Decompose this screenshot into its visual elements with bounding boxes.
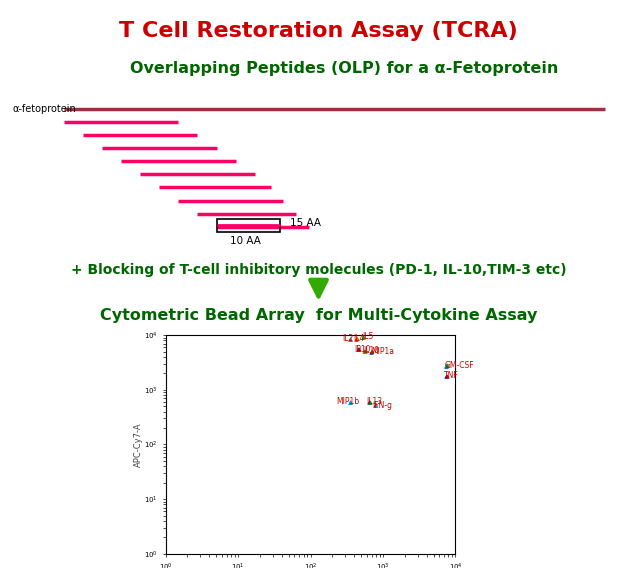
Point [441,371,452,381]
Text: IL10: IL10 [363,346,379,355]
Text: α-fetoprotein: α-fetoprotein [13,104,76,114]
Text: IFN-g: IFN-g [373,401,392,410]
Point [441,361,452,370]
Point [369,401,380,410]
Point [366,347,376,356]
Text: T Cell Restoration Assay (TCRA): T Cell Restoration Assay (TCRA) [119,21,518,41]
Point [360,346,370,355]
Point [358,332,368,341]
Text: 15 AA: 15 AA [290,218,321,228]
Text: IL2: IL2 [342,335,353,344]
Text: TNF: TNF [444,371,459,381]
Text: 10 AA: 10 AA [230,236,261,246]
Point [351,334,361,343]
Point [352,334,362,343]
Point [345,335,355,344]
Text: GM-CSF: GM-CSF [444,361,474,370]
Text: IP10: IP10 [354,345,371,354]
Point [441,371,451,381]
Point [354,345,364,354]
Point [345,397,355,406]
Point [367,347,377,356]
Point [371,400,381,410]
Text: MIP1a: MIP1a [371,347,394,356]
Point [442,361,452,370]
Point [359,346,369,356]
Text: MIP1b: MIP1b [337,398,360,407]
Point [357,333,368,342]
Point [364,398,374,407]
Y-axis label: APC-Cy7-A: APC-Cy7-A [134,422,143,467]
Point [353,345,363,354]
Text: Cytometric Bead Array  for Multi-Cytokine Assay: Cytometric Bead Array for Multi-Cytokine… [100,308,537,323]
Bar [217,219,280,232]
Point [365,397,375,406]
Point [345,335,355,344]
Text: Overlapping Peptides (OLP) for a α-Fetoprotein: Overlapping Peptides (OLP) for a α-Fetop… [130,61,558,76]
Point [345,398,355,407]
Text: IL4: IL4 [354,334,365,343]
Text: IL5: IL5 [362,332,373,341]
Point [441,361,451,370]
Text: IL13: IL13 [366,398,382,407]
Text: + Blocking of T-cell inhibitory molecules (PD-1, IL-10,TIM-3 etc): + Blocking of T-cell inhibitory molecule… [71,263,566,277]
